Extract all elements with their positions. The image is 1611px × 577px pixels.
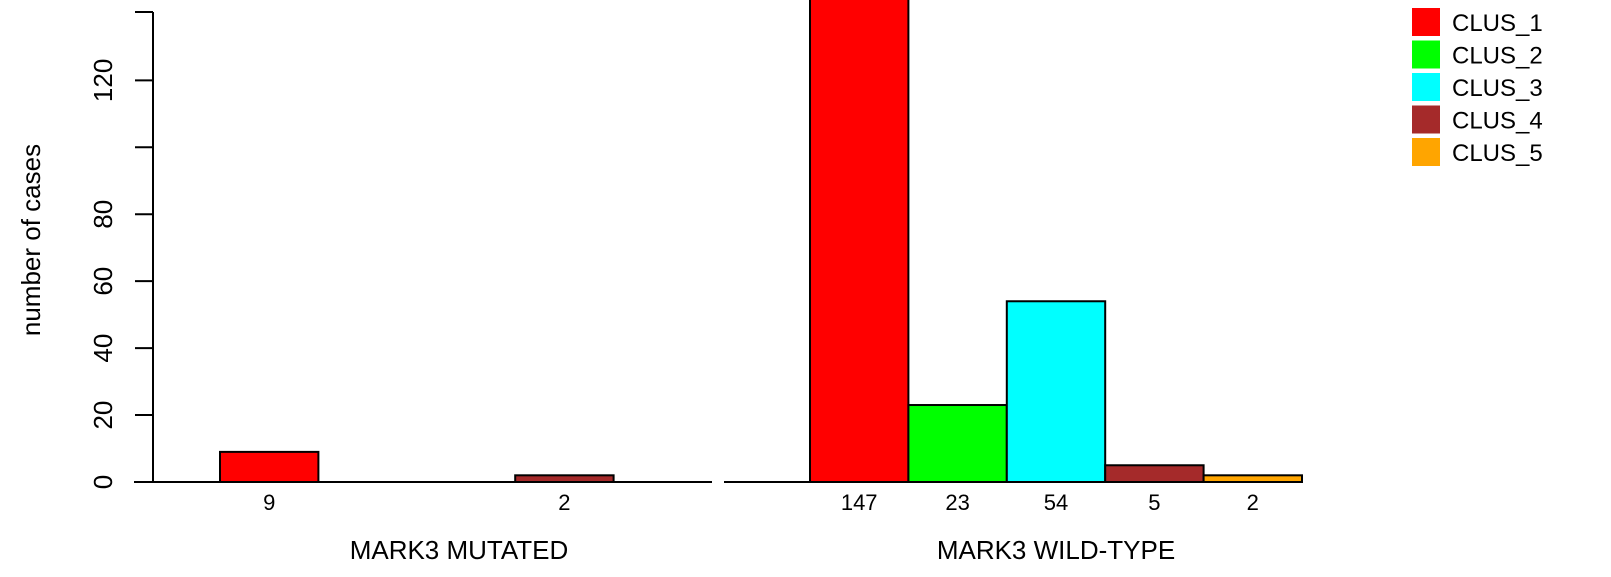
- bar: [907, 404, 1008, 484]
- legend: CLUS_1 CLUS_2 CLUS_3 CLUS_4 CLUS_5: [1412, 8, 1543, 167]
- bar-value-label: 23: [945, 490, 969, 515]
- legend-item: CLUS_3: [1412, 73, 1543, 102]
- legend-label: CLUS_1: [1452, 10, 1543, 37]
- legend-item: CLUS_1: [1412, 8, 1543, 37]
- bar-value-label: 147: [841, 490, 878, 515]
- y-tick-label: 0: [88, 475, 118, 489]
- bar-panels: 9 2 MARK3 MUTATED 147 23 54 5 2 MARK3 WILD-TYPE: [134, 0, 1303, 565]
- bar-group: 9 2 MARK3 MUTATED: [134, 450, 712, 565]
- bar: [219, 450, 320, 484]
- bar: [1202, 474, 1303, 483]
- y-tick-label: 60: [88, 267, 118, 296]
- legend-item: CLUS_4: [1412, 105, 1543, 135]
- bar: [514, 474, 615, 483]
- legend-swatch: [1412, 138, 1440, 166]
- legend-swatch: [1412, 105, 1440, 134]
- bar-value-label: 2: [558, 490, 570, 515]
- y-tick-label: 20: [88, 401, 118, 430]
- bar: [1104, 464, 1205, 484]
- group-label: MARK3 WILD-TYPE: [937, 535, 1175, 565]
- y-axis-label: number of cases: [16, 144, 46, 336]
- legend-swatch: [1412, 73, 1440, 101]
- y-axis: 0 20 40 60 80 120: [88, 11, 154, 489]
- legend-swatch: [1412, 40, 1440, 69]
- bar-value-label: 54: [1044, 490, 1068, 515]
- bar-value-label: 2: [1247, 490, 1259, 515]
- bar: [809, 0, 910, 484]
- y-tick-label: 40: [88, 334, 118, 363]
- group-label: MARK3 MUTATED: [350, 535, 569, 565]
- bar-value-label: 9: [263, 490, 275, 515]
- legend-item: CLUS_5: [1412, 138, 1543, 167]
- legend-label: CLUS_3: [1452, 75, 1543, 102]
- legend-swatch: [1412, 8, 1440, 36]
- legend-label: CLUS_5: [1452, 140, 1543, 167]
- bar-value-label: 5: [1148, 490, 1160, 515]
- bar: [1005, 300, 1107, 483]
- legend-item: CLUS_2: [1412, 40, 1543, 70]
- bar-group: 147 23 54 5 2 MARK3 WILD-TYPE: [724, 0, 1303, 565]
- legend-label: CLUS_2: [1452, 43, 1543, 70]
- y-tick-label: 120: [88, 59, 118, 102]
- y-tick-label: 80: [88, 200, 118, 229]
- legend-label: CLUS_4: [1452, 108, 1543, 135]
